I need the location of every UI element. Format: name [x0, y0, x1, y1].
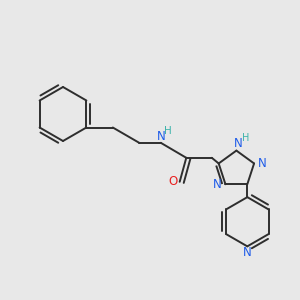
Text: N: N — [243, 246, 252, 260]
Text: H: H — [242, 133, 249, 143]
Text: N: N — [233, 136, 242, 150]
Text: O: O — [169, 175, 178, 188]
Text: H: H — [164, 126, 172, 136]
Text: N: N — [258, 157, 267, 170]
Text: N: N — [156, 130, 165, 143]
Text: N: N — [213, 178, 221, 191]
